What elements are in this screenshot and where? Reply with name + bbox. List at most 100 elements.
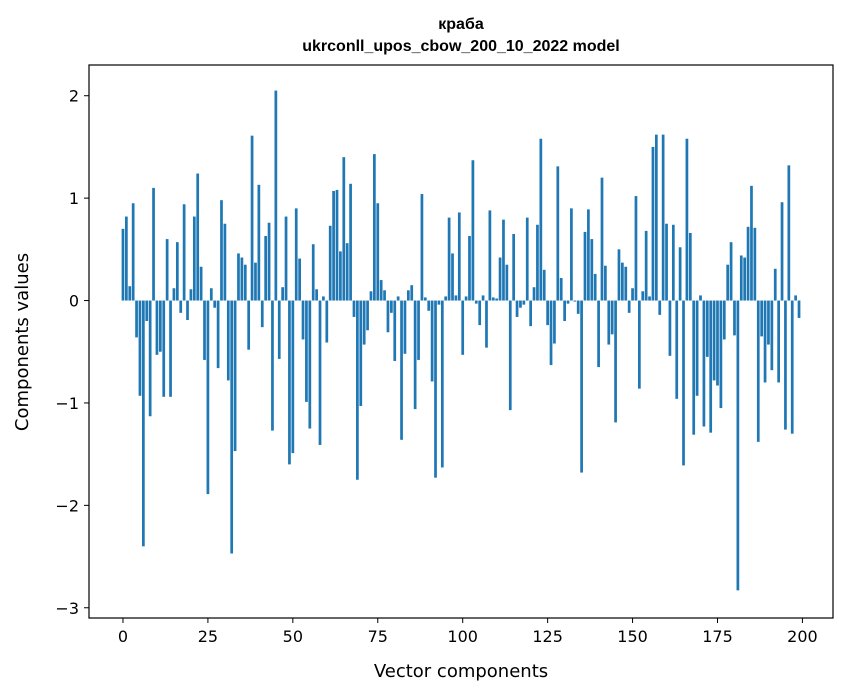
bar (525, 217, 529, 301)
bar (756, 300, 760, 442)
bar (356, 300, 359, 480)
bar (566, 300, 570, 304)
bar (784, 300, 787, 430)
bar (271, 300, 274, 431)
bar (315, 289, 318, 301)
bar (237, 253, 240, 301)
bar (488, 210, 492, 301)
bar (403, 300, 407, 354)
bar (328, 225, 332, 301)
bar (440, 300, 444, 468)
bar (587, 209, 590, 301)
bar (539, 138, 543, 301)
bar (182, 204, 186, 301)
bar (604, 265, 607, 301)
bar (257, 184, 261, 301)
bar (593, 273, 597, 301)
bar (430, 300, 434, 382)
bar (322, 296, 325, 301)
bar (199, 266, 203, 301)
bar (695, 300, 699, 396)
bar (233, 300, 237, 452)
bar (729, 242, 733, 301)
bar (600, 177, 604, 301)
y-tick-label: −3 (55, 599, 79, 618)
bar (308, 300, 312, 429)
bar (464, 296, 468, 301)
bar (716, 300, 719, 386)
bar (148, 300, 152, 417)
bar (349, 183, 352, 301)
bar (610, 300, 614, 335)
bar (790, 300, 794, 434)
bar (339, 251, 342, 301)
bar (777, 300, 780, 383)
bar (797, 300, 801, 318)
bar (546, 300, 549, 326)
bar (447, 217, 451, 301)
bar (505, 264, 509, 301)
bar (739, 255, 743, 301)
x-tick-label: 175 (702, 627, 733, 646)
y-tick-label: −2 (55, 496, 79, 515)
bar (186, 300, 189, 320)
bar (318, 300, 322, 445)
bar (230, 300, 234, 554)
bar (369, 291, 373, 301)
bar (763, 300, 767, 383)
bar (373, 154, 376, 301)
bar (254, 262, 257, 301)
bar (508, 300, 512, 411)
bar (502, 219, 505, 301)
y-tick-label: 1 (69, 189, 79, 208)
bar (767, 300, 770, 345)
bar (532, 287, 536, 301)
bar (240, 257, 244, 301)
bar (641, 291, 645, 301)
bar (773, 268, 777, 301)
bar (305, 300, 308, 402)
bar (216, 300, 220, 369)
bar (750, 185, 753, 301)
bar (692, 300, 696, 435)
bar (794, 295, 797, 301)
bar (291, 300, 295, 454)
bar (553, 300, 556, 344)
bar (665, 223, 668, 301)
x-tick-label: 50 (283, 627, 303, 646)
bar (702, 300, 706, 427)
bar (209, 288, 213, 301)
bar (366, 300, 369, 331)
y-axis-label: Components values (12, 253, 33, 431)
bar (152, 187, 155, 301)
bar (709, 300, 713, 433)
bar (162, 300, 166, 397)
bar (590, 239, 594, 301)
bar (383, 290, 386, 301)
bar (434, 300, 437, 478)
bar (682, 300, 685, 466)
bar (155, 300, 159, 355)
bar (288, 300, 291, 465)
bar (474, 300, 478, 304)
bar (542, 269, 546, 301)
bar (243, 264, 247, 301)
bar (536, 224, 539, 301)
bar (413, 300, 417, 410)
bar (733, 300, 736, 336)
bar (311, 244, 315, 301)
bar (468, 236, 471, 301)
bar (376, 203, 380, 301)
bar (206, 300, 210, 495)
bar (688, 232, 692, 301)
bar (396, 296, 400, 301)
bar (661, 134, 665, 301)
bar (638, 300, 641, 389)
chart-title: краба (438, 16, 484, 33)
bar (345, 243, 349, 301)
y-tick-label: 0 (69, 292, 79, 311)
bar (332, 190, 335, 301)
bar (423, 297, 427, 301)
bar (549, 300, 553, 366)
x-tick-label: 200 (787, 627, 818, 646)
